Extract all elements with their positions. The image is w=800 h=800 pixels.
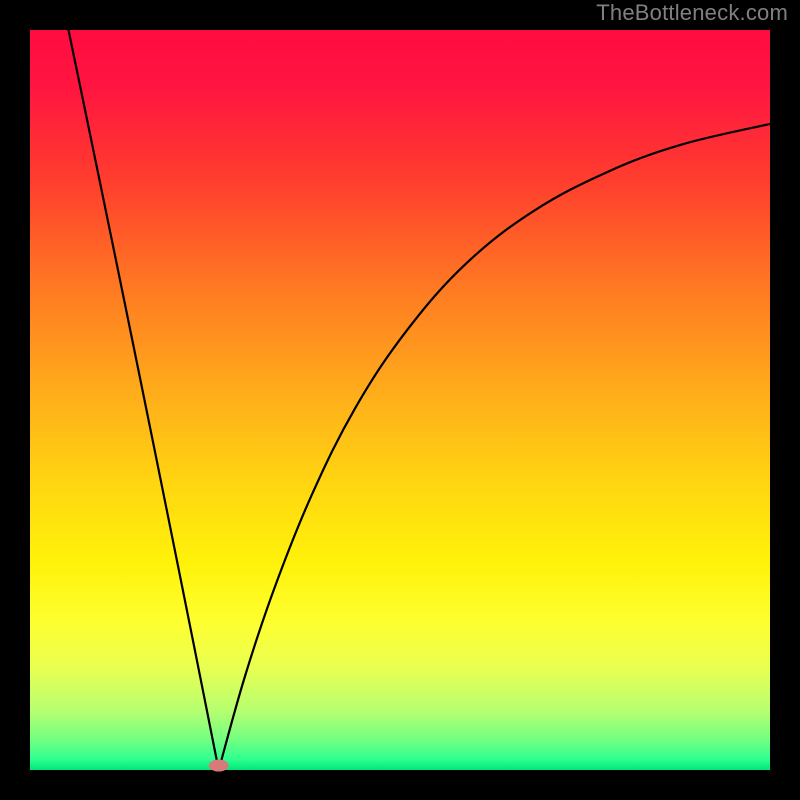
chart-svg <box>0 0 800 800</box>
gradient-plot-area <box>30 30 770 770</box>
watermark-text: TheBottleneck.com <box>596 0 788 26</box>
apex-marker <box>209 760 229 772</box>
bottleneck-chart: TheBottleneck.com <box>0 0 800 800</box>
